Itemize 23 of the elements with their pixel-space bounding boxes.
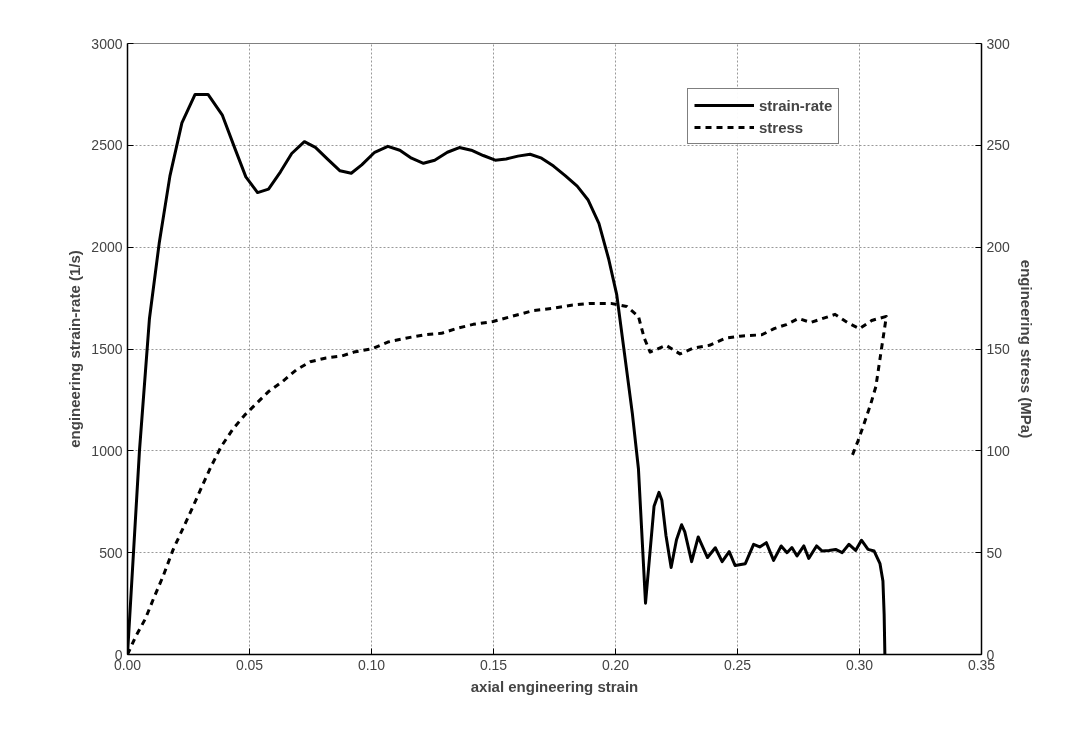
y-tick-label: 3000: [91, 35, 123, 52]
y-axis-title: engineering strain-rate (1/s): [66, 250, 84, 448]
x-tick-label: 0.25: [723, 656, 752, 673]
y-tick-label: 2000: [91, 239, 123, 256]
x-tick-label: 0.20: [601, 656, 630, 673]
y2-tick-label: 250: [986, 137, 1011, 154]
legend-label: strain-rate: [759, 96, 833, 114]
y2-tick-label: 150: [986, 341, 1011, 357]
x-tick-label: 0.30: [845, 656, 874, 673]
y2-tick-label: 200: [986, 239, 1011, 256]
y-tick-label: 500: [99, 544, 123, 561]
y-tick-label: 1000: [91, 442, 123, 459]
x-tick-label: 0.05: [235, 656, 264, 673]
y-tick-label: 2500: [91, 137, 123, 154]
y2-tick-label: 50: [986, 544, 1003, 561]
legend-label: stress: [759, 118, 804, 136]
x-tick-label: 0.15: [479, 656, 508, 673]
x-axis-title: axial engineering strain: [470, 677, 639, 695]
y2-tick-label: 300: [986, 35, 1011, 52]
x-tick-label: 0.10: [357, 656, 386, 673]
y2-axis-title: engineering stress (MPa): [1017, 259, 1035, 439]
y2-tick-label: 100: [986, 442, 1011, 459]
y-tick-label: 1500: [91, 341, 123, 357]
